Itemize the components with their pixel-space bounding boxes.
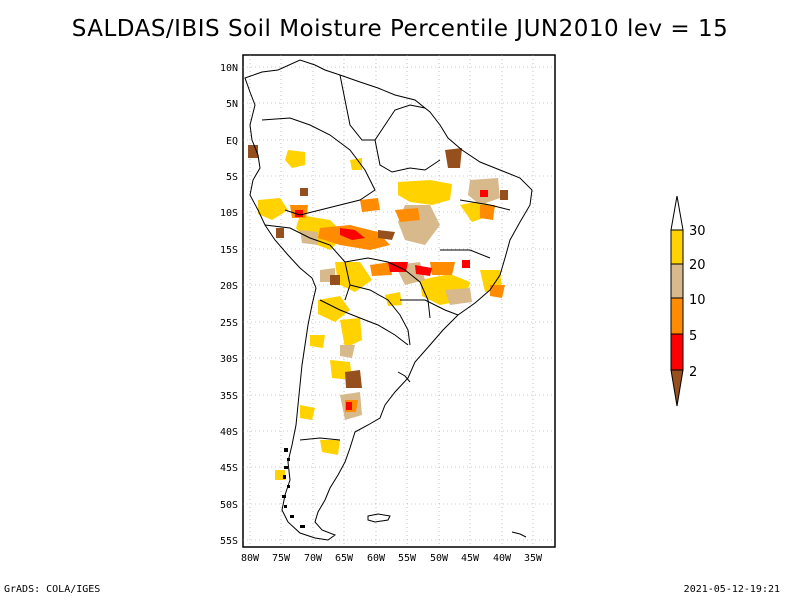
lon-label: 75W [272,553,291,564]
legend-label: 2 [689,365,697,380]
legend-label: 5 [689,329,697,344]
lon-label: 70W [304,553,323,564]
lat-label: 10S [220,208,238,219]
footer-credit: GrADS: COLA/IGES [4,584,101,595]
lat-label: 20S [220,281,238,292]
lon-label: 65W [335,553,354,564]
lat-label: 35S [220,391,238,402]
lon-label: 35W [524,553,543,564]
legend-top-arrow [670,195,684,231]
footer-timestamp: 2021-05-12-19:21 [683,584,780,595]
lat-label: EQ [226,136,238,147]
map-title: SALDAS/IBIS Soil Moisture Percentile JUN… [71,16,729,42]
lat-label: 50S [220,500,238,511]
lat-label: 5N [226,99,238,110]
chile-islands [282,448,305,528]
legend-bottom-arrow [670,369,684,407]
lat-label: 25S [220,318,238,329]
lat-label: 10N [220,63,238,74]
percentile-shading [248,145,508,480]
legend-bin-10-20 [670,263,684,299]
legend-label: 10 [689,293,706,308]
coastline [244,59,533,541]
legend-labels: 30 20 10 5 2 [689,224,706,380]
lon-label: 45W [461,553,480,564]
legend-bin-20-30 [670,229,684,265]
lon-label: 55W [398,553,417,564]
lat-label: 55S [220,536,238,547]
lat-label: 15S [220,245,238,256]
lat-label: 40S [220,427,238,438]
lon-label: 50W [430,553,449,564]
lon-label: 40W [493,553,512,564]
legend-bin-2-5 [670,333,684,371]
lat-labels: 10N 5N EQ 5S 10S 15S 20S 25S 30S 35S 40S… [220,63,238,547]
lon-labels: 80W 75W 70W 65W 60W 55W 50W 45W 40W 35W [241,553,543,564]
lon-label: 60W [367,553,386,564]
legend-bin-5-10 [670,297,684,335]
lon-label: 80W [241,553,260,564]
legend-label: 20 [689,258,706,273]
color-legend [670,195,684,407]
lat-label: 5S [226,172,238,183]
lat-label: 45S [220,463,238,474]
lat-label: 30S [220,354,238,365]
legend-label: 30 [689,224,706,239]
